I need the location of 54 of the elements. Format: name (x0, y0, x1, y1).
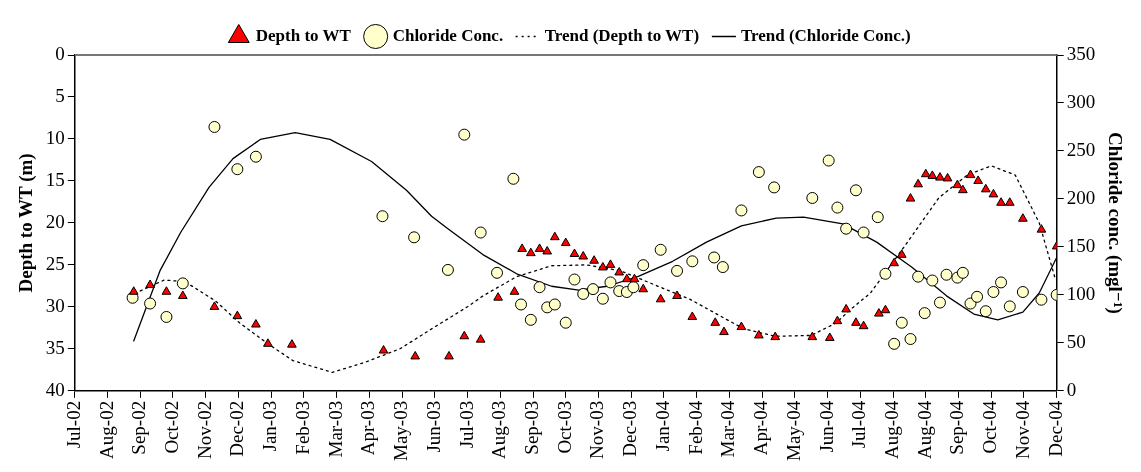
x-tick-label: Jul-04 (848, 400, 870, 449)
x-tick-label: Nov-02 (193, 400, 215, 459)
x-tick-label: Jul-03 (455, 400, 477, 449)
x-tick-label: Jan-03 (259, 400, 281, 452)
x-tick-label: Feb-04 (684, 400, 706, 455)
y-tick-label: 15 (45, 168, 65, 190)
x-tick-label: Aug-04 (881, 400, 903, 459)
y-tick-label: 25 (45, 252, 65, 274)
y2-axis-title: Chloride conc. (mgl⁻¹) (1103, 131, 1126, 314)
x-tick-label: Jan-04 (651, 400, 673, 452)
x-tick-label: Nov-03 (586, 400, 608, 459)
legend-label: Trend (Chloride Conc.) (740, 25, 911, 45)
y-tick-label: 20 (45, 210, 65, 232)
y-tick-label: 5 (55, 84, 65, 106)
x-tick-label: Aug-02 (95, 400, 117, 459)
x-tick-label: Dec-03 (619, 400, 641, 457)
x-tick-label: Aug-03 (488, 400, 510, 459)
legend-label: Depth to WT (255, 25, 352, 45)
y-tick-label: 35 (45, 336, 65, 358)
y2-tick-label: 200 (1066, 186, 1096, 208)
x-tick-label: Oct-03 (553, 400, 575, 454)
y-tick-label: 0 (55, 42, 65, 64)
x-tick-label: Jun-03 (422, 400, 444, 453)
x-tick-label: Aug-04 (913, 400, 935, 459)
legend-label: Trend (Depth to WT) (544, 25, 700, 45)
x-tick-label: Apr-04 (750, 400, 772, 456)
y2-tick-label: 50 (1066, 330, 1086, 352)
y2-tick-label: 150 (1066, 234, 1096, 256)
legend-label: Chloride Conc. (392, 25, 504, 45)
y-tick-label: 30 (45, 294, 65, 316)
x-tick-label: Mar-03 (324, 400, 346, 458)
y2-tick-label: 100 (1066, 282, 1096, 304)
x-tick-label: Mar-04 (717, 400, 739, 458)
x-tick-label: Sep-03 (521, 400, 542, 455)
x-tick-label: Dec-02 (226, 400, 248, 457)
x-tick-label: Dec-04 (1044, 400, 1066, 457)
x-tick-label: Sep-02 (128, 400, 150, 455)
y-tick-label: 10 (45, 126, 65, 148)
x-tick-label: Apr-03 (357, 400, 379, 456)
x-tick-label: Jul-02 (62, 400, 84, 449)
x-tick-label: Oct-04 (979, 400, 1001, 454)
x-tick-label: May-03 (390, 400, 412, 461)
x-tick-label: Sep-04 (946, 400, 968, 455)
y-axis-title: Depth to WT (m) (15, 153, 38, 293)
x-tick-label: Feb-03 (291, 400, 313, 455)
x-tick-label: Oct-02 (160, 400, 182, 454)
y2-tick-label: 250 (1066, 138, 1096, 160)
y2-tick-label: 350 (1066, 42, 1096, 64)
x-tick-label: Jun-04 (815, 400, 837, 453)
y2-tick-label: 0 (1066, 378, 1077, 400)
y-tick-label: 40 (45, 378, 65, 400)
x-tick-label: May-04 (782, 400, 804, 461)
x-tick-label: Nov-04 (1011, 400, 1033, 459)
y2-tick-label: 300 (1066, 90, 1096, 112)
